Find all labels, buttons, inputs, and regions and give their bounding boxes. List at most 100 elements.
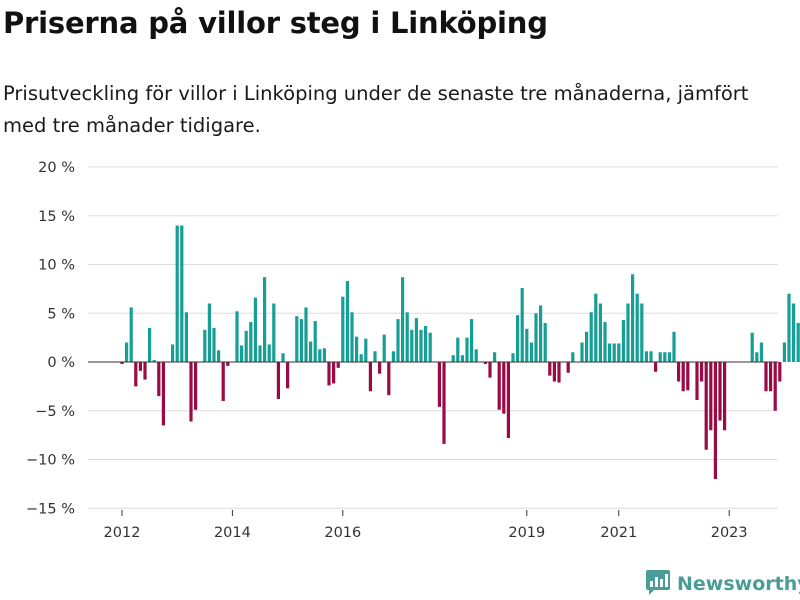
bar [391,351,395,362]
bar [704,362,708,450]
bar [419,329,423,362]
bar [212,327,216,363]
bar [184,312,188,362]
bar [667,352,671,362]
bar [764,362,768,392]
bar [138,362,142,371]
bar [373,351,377,362]
bar [700,362,704,382]
bar [621,320,625,362]
bar [502,362,506,414]
bar [589,312,593,362]
bar [345,281,349,362]
bar [341,296,345,363]
bar [244,330,248,362]
bar [267,344,271,362]
bar [382,334,386,362]
bar [617,343,621,362]
bar [663,352,667,362]
bar [304,307,308,362]
bar [410,329,414,362]
bar [332,362,336,384]
brand-logo[interactable]: Newsworthy [645,570,800,598]
bar [755,352,759,362]
bar [626,303,630,362]
bar [635,293,639,362]
bar [281,353,285,363]
bar [125,342,129,362]
bar [157,362,161,397]
bar [631,274,635,362]
x-tick-label: 2012 [104,525,141,541]
bar [152,360,156,362]
bar [644,351,648,362]
bar [313,321,317,362]
chart-title: Priserna på villor steg i Linköping [3,6,548,40]
bar [594,293,598,362]
bar [263,277,267,362]
bar [585,331,589,362]
bar [286,362,290,389]
y-tick-label: 5 % [47,306,75,322]
bar [134,362,138,387]
bar [401,277,405,362]
bar [672,331,676,362]
bar [143,362,147,380]
bar [520,287,524,362]
bar [456,337,460,363]
bar [378,362,382,374]
bar [534,313,538,362]
bar [272,303,276,362]
bar [226,362,230,366]
bar [543,323,547,362]
bar [437,362,441,407]
bar [120,362,124,364]
bars [120,225,800,479]
y-tick-label: −10 % [26,453,75,469]
bar [364,338,368,362]
bar [686,362,690,391]
bar [566,362,570,373]
bar [171,344,175,362]
bar [161,362,165,426]
bar [336,362,340,368]
bar [677,362,681,382]
bar [571,352,575,362]
bar [603,322,607,362]
bar [778,362,782,382]
bar [718,362,722,421]
bar [322,348,326,362]
bar [129,307,133,362]
bar [350,312,354,362]
x-tick-label: 2019 [508,525,545,541]
bar [654,362,658,372]
bar [723,362,727,431]
x-tick-label: 2014 [214,525,251,541]
bar [148,327,152,363]
bar [681,362,685,392]
bar [460,355,464,362]
bar [424,325,428,363]
bar [465,337,469,363]
bar [759,342,763,362]
bar [414,318,418,363]
bar [405,312,409,362]
bar [529,342,533,362]
bar [249,322,253,362]
bar [240,345,244,362]
y-tick-label: −15 % [26,501,75,517]
x-tick-label: 2016 [324,525,361,541]
bar [506,362,510,439]
bar [713,362,717,479]
bar [470,319,474,362]
bar [327,362,331,386]
bar [396,319,400,362]
bar [525,328,529,362]
bar [557,362,561,383]
bar [695,362,699,401]
bar [359,354,363,362]
bar [189,362,193,422]
y-tick-label: −5 % [35,404,75,420]
y-tick-label: 20 % [38,160,75,176]
